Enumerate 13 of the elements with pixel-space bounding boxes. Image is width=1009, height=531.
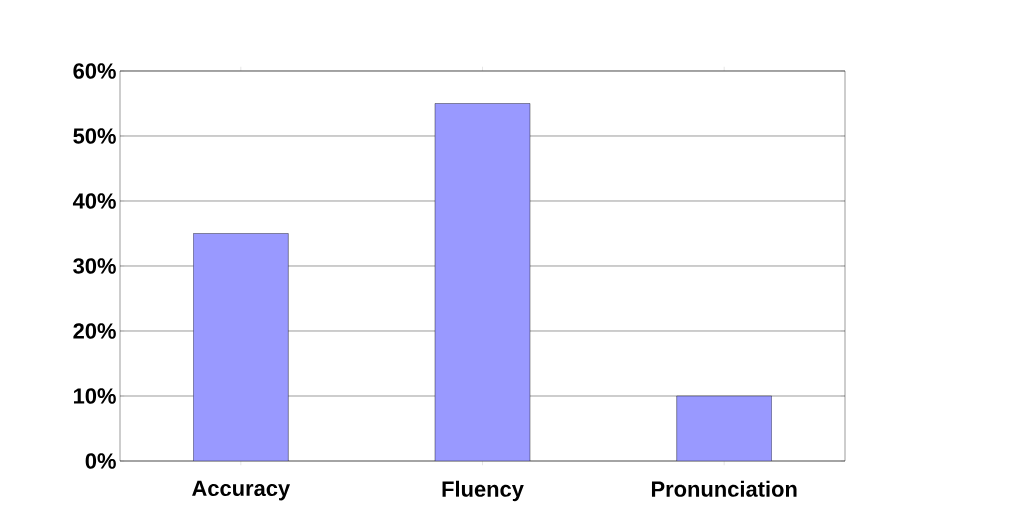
- x-tick-label: Fluency: [442, 480, 524, 502]
- y-tick-label: 0%: [85, 453, 116, 469]
- y-tick-label: 10%: [73, 388, 116, 404]
- bar: [193, 233, 289, 461]
- y-tick-label: 30%: [73, 258, 116, 274]
- bar: [434, 103, 531, 461]
- y-tick-label: 40%: [72, 193, 116, 209]
- x-tick-label: Accuracy: [192, 480, 291, 501]
- y-tick-label: 60%: [73, 63, 116, 79]
- y-tick-label: 20%: [73, 323, 116, 339]
- bar: [676, 395, 772, 461]
- x-tick-label: Pronunciation: [651, 480, 797, 497]
- y-tick-label: 50%: [73, 128, 116, 144]
